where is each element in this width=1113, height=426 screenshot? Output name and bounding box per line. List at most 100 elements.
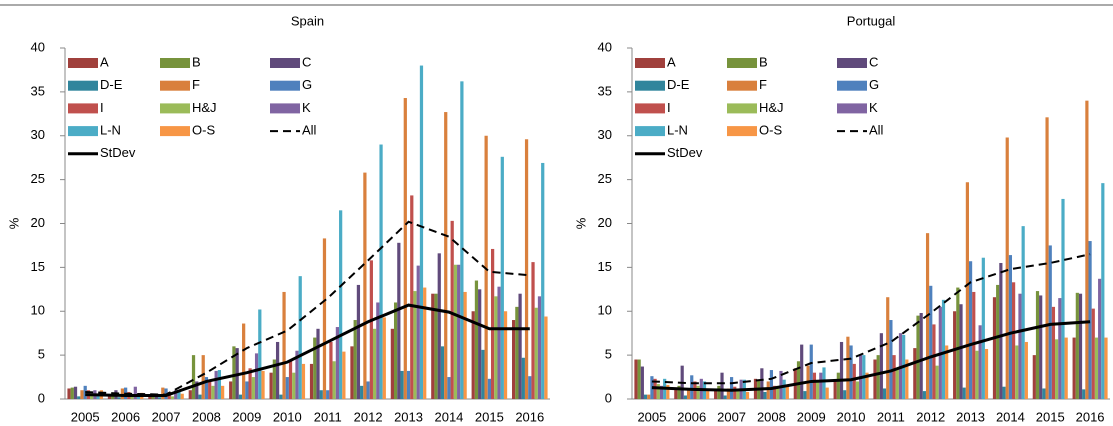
bar (922, 391, 926, 399)
bar (245, 381, 249, 399)
bar (882, 388, 887, 399)
legend-label: A (667, 54, 676, 69)
bar (945, 345, 949, 399)
bar (319, 390, 323, 399)
bar (229, 381, 233, 399)
bar (1058, 298, 1062, 399)
bar (736, 390, 740, 399)
bar (208, 381, 212, 399)
bar (339, 210, 343, 399)
bar (846, 336, 850, 399)
bar (214, 370, 218, 399)
bar (400, 370, 404, 399)
bar (769, 370, 774, 399)
x-tick-label: 2005 (637, 409, 666, 424)
bar (1061, 198, 1065, 399)
bar (683, 395, 687, 399)
bar (437, 253, 441, 399)
bar (356, 284, 361, 399)
bar (379, 144, 383, 399)
bar (528, 376, 532, 399)
bar (107, 394, 112, 399)
bar (1018, 293, 1022, 399)
bar (1082, 389, 1086, 399)
bar (188, 390, 192, 399)
legend-label: H&J (192, 100, 217, 115)
legend-label: I (100, 100, 104, 115)
x-tick-label: 2010 (837, 409, 866, 424)
bar (895, 368, 899, 399)
bar (825, 387, 829, 399)
bar (696, 385, 700, 399)
bar (855, 381, 860, 399)
x-tick-label: 2010 (273, 409, 302, 424)
bar (390, 328, 394, 399)
bar (221, 385, 225, 399)
bar (77, 396, 81, 399)
bar (90, 394, 94, 399)
bar (1024, 341, 1028, 399)
bar (282, 291, 286, 399)
legend-label: All (302, 123, 317, 138)
bar (195, 381, 199, 399)
legend-label: B (759, 54, 768, 69)
bar (431, 293, 435, 399)
legend-swatch (160, 126, 190, 137)
legend-label: StDev (100, 145, 136, 160)
bar (1039, 295, 1043, 399)
x-tick-label: 2007 (152, 409, 181, 424)
y-tick-label: 35 (31, 83, 45, 98)
legend-swatch (727, 126, 757, 137)
x-tick-label: 2015 (1036, 409, 1065, 424)
bar (440, 346, 445, 399)
bar (258, 309, 262, 399)
bar (978, 325, 982, 399)
legend-swatch (160, 80, 190, 91)
bar (242, 323, 246, 399)
legend-swatch (635, 126, 665, 137)
legend-label: I (667, 100, 671, 115)
bar (366, 381, 370, 399)
bar (1015, 345, 1019, 399)
y-tick-label: 20 (598, 215, 612, 230)
y-tick-label: 35 (598, 83, 612, 98)
legend-label: O-S (192, 123, 215, 138)
bar (73, 386, 78, 399)
bar (326, 390, 330, 399)
bar (133, 386, 137, 399)
panel-title: Spain (291, 13, 324, 28)
x-tick-label: 2014 (434, 409, 463, 424)
bar (96, 395, 100, 399)
y-axis-label: % (6, 217, 21, 229)
bar (766, 381, 770, 399)
x-tick-label: 2011 (314, 409, 342, 424)
bar (453, 264, 458, 399)
bar (972, 291, 976, 399)
bar (500, 156, 504, 399)
bar (248, 368, 252, 399)
bar (360, 385, 364, 399)
bar (953, 311, 957, 399)
bar (292, 372, 296, 399)
bar (490, 248, 495, 399)
x-tick-label: 2008 (757, 409, 786, 424)
legend-label: A (100, 54, 109, 69)
x-tick-label: 2016 (515, 409, 544, 424)
y-tick-label: 5 (605, 347, 612, 362)
bar (1088, 241, 1092, 399)
bar (723, 395, 727, 399)
bar (809, 344, 813, 399)
bar (643, 394, 648, 399)
y-tick-label: 0 (38, 390, 45, 405)
bar (177, 391, 181, 399)
bar (956, 287, 960, 399)
bar (839, 341, 844, 399)
bar (301, 363, 306, 399)
bar (211, 385, 215, 399)
bar (1021, 226, 1025, 399)
bar (413, 291, 417, 399)
bar (471, 311, 475, 399)
bar (272, 359, 276, 399)
bar (174, 390, 178, 399)
